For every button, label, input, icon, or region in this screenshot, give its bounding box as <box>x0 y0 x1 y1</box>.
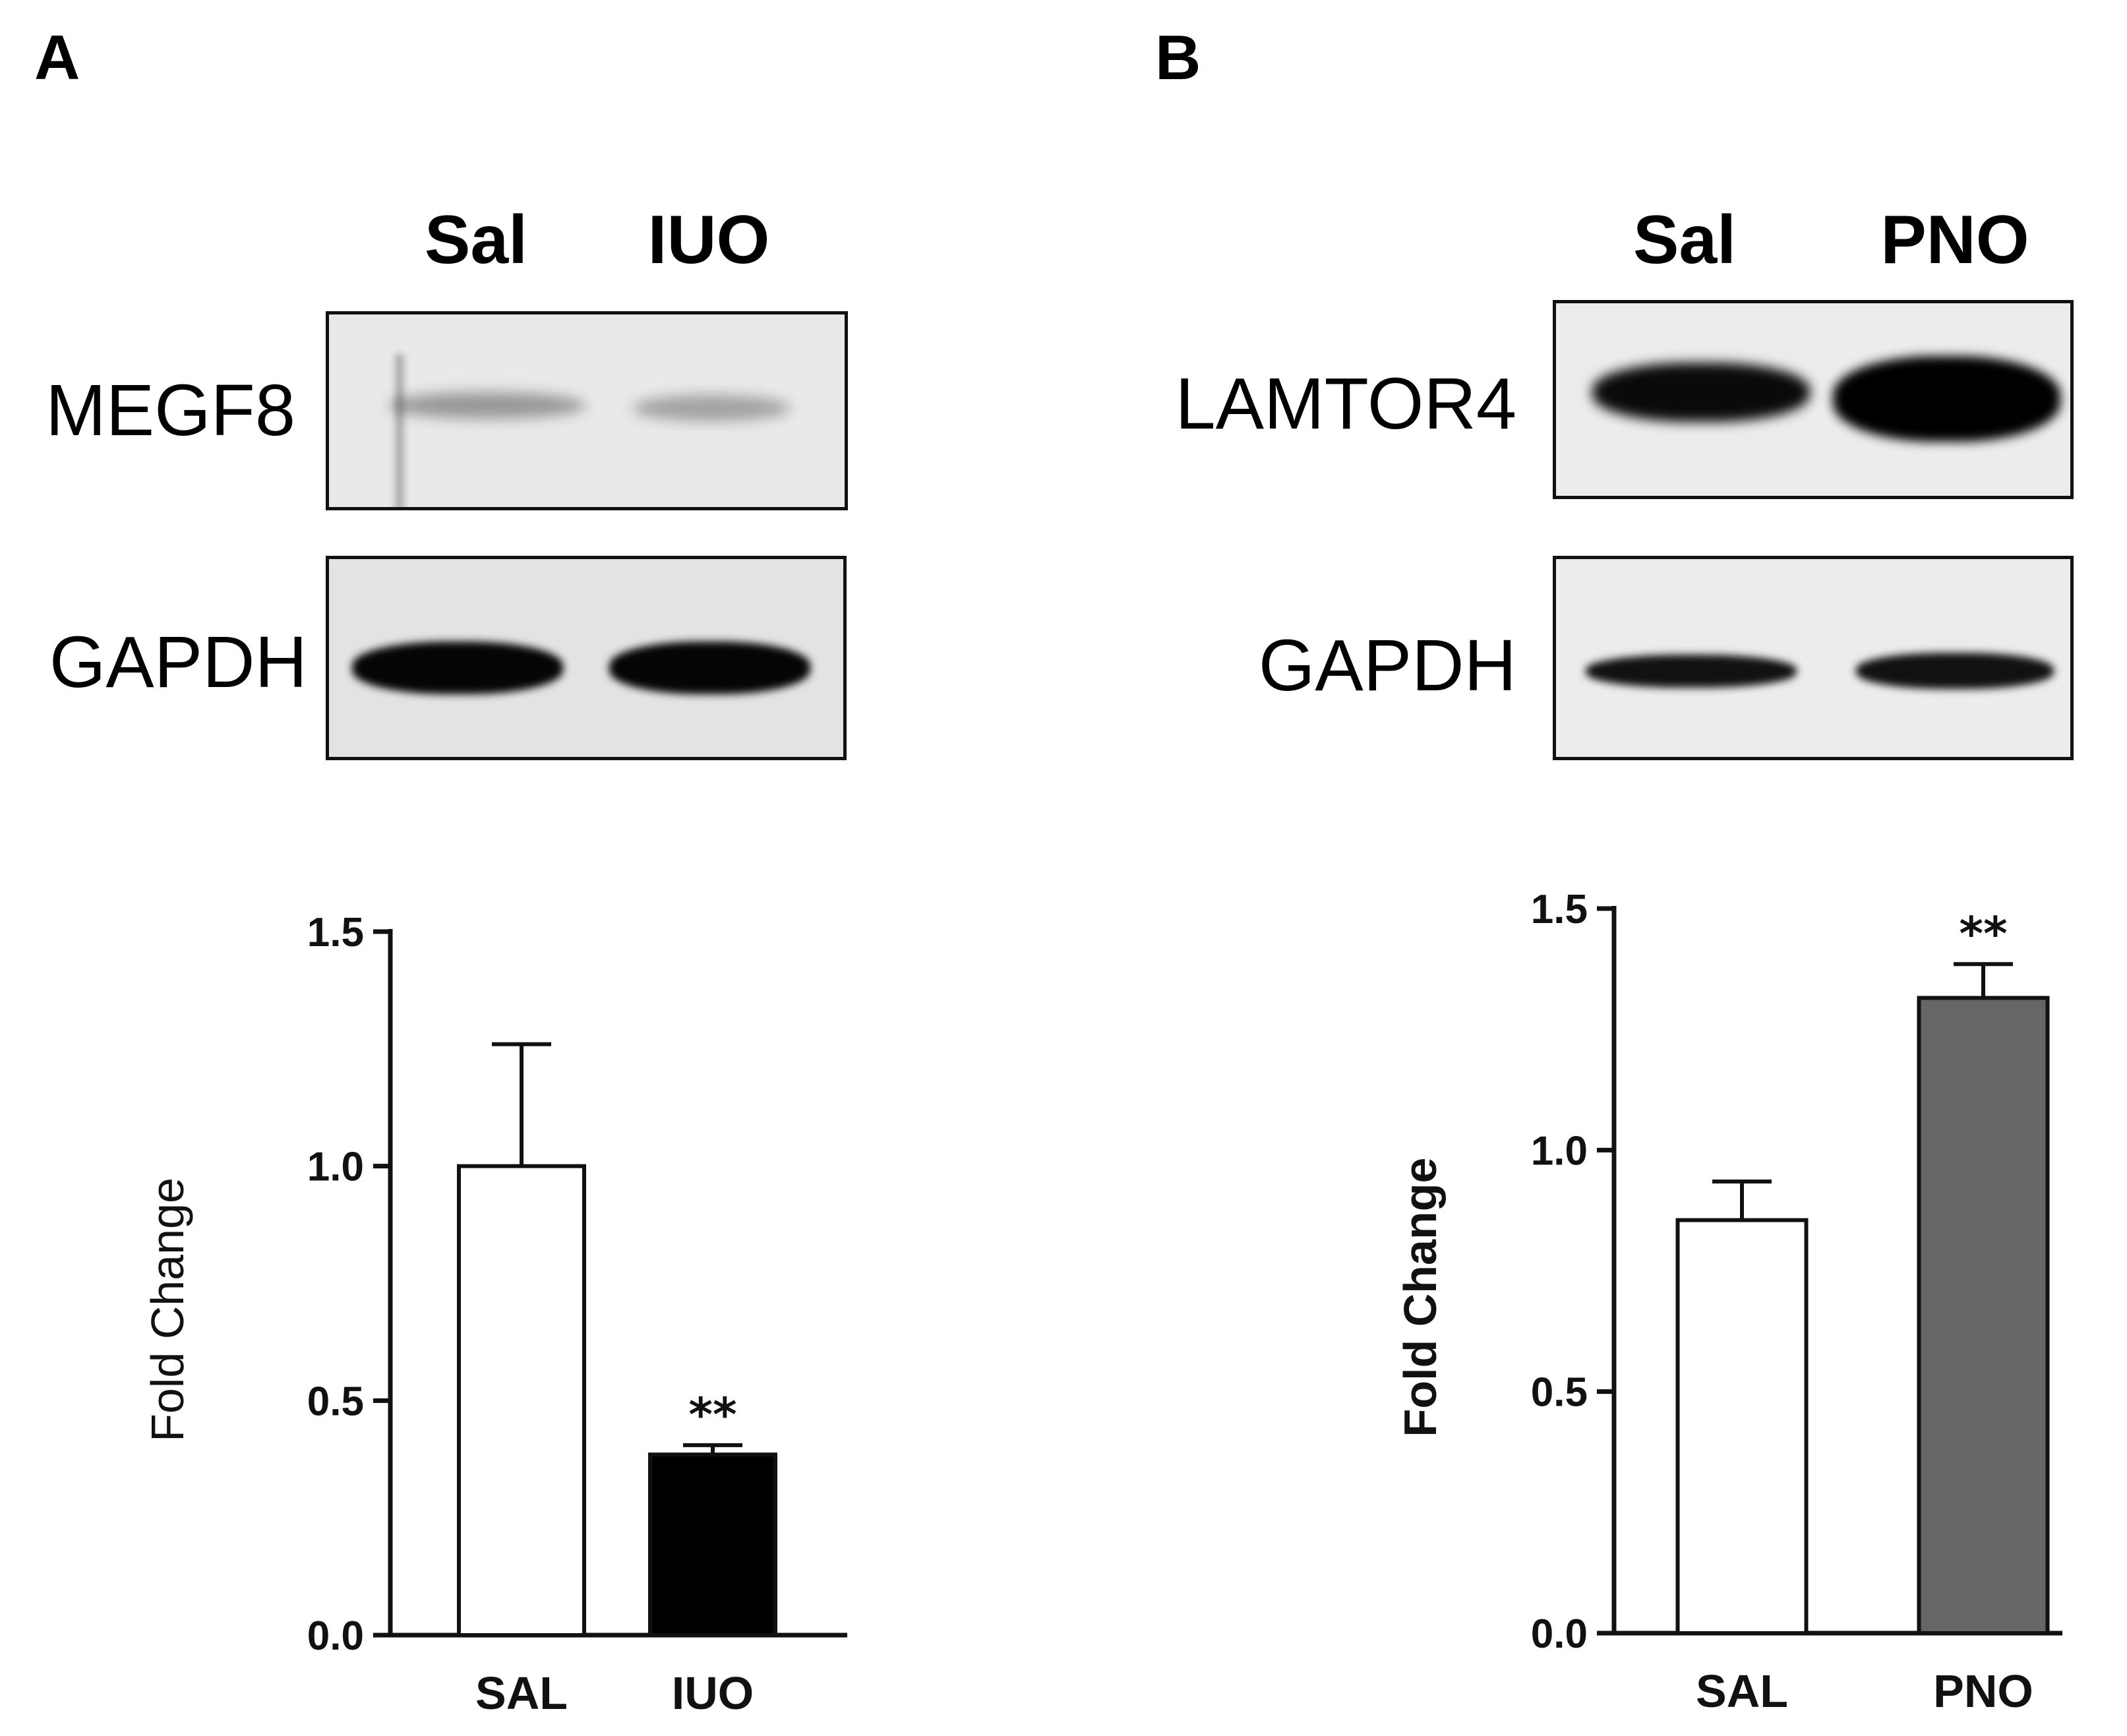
panel-b-letter: B <box>1155 22 1201 93</box>
panel-b-bar-chart: 0.0 0.5 1.0 1.5 Fold Change SAL PNO ** <box>1394 887 2062 1717</box>
chart-b-significance-marker: ** <box>1959 907 2007 961</box>
panel-b-blot-2-label: GAPDH <box>1258 625 1516 706</box>
panel-b-lamtor4-band-sal <box>1592 363 1810 422</box>
panel-a-letter: A <box>34 22 80 93</box>
chart-a-y-tick-label: 0.0 <box>307 1613 364 1659</box>
chart-b-y-axis-label: Fold Change <box>1394 1158 1446 1437</box>
panel-a-megf8-streak <box>395 354 404 507</box>
panel-a-lane-2-label: IUO <box>647 202 770 278</box>
panel-a-lane-1-label: Sal <box>424 202 528 278</box>
chart-a-bar-sal <box>457 1164 586 1637</box>
panel-b-lamtor4-blot <box>1553 300 2074 499</box>
chart-b-y-tick-label: 0.5 <box>1531 1370 1588 1416</box>
panel-b-gapdh-band-pno <box>1856 653 2054 689</box>
chart-a-y-tick-label: 1.5 <box>307 910 364 955</box>
panel-a-gapdh-blot <box>326 556 847 760</box>
panel-b-gapdh-band-sal <box>1586 655 1797 688</box>
chart-b-bar-sal <box>1675 1218 1809 1635</box>
panel-a-gapdh-band-sal <box>352 642 563 694</box>
chart-b-y-tick-label: 0.0 <box>1531 1611 1588 1657</box>
panel-b-lane-1-label: Sal <box>1633 202 1737 278</box>
panel-a-megf8-blot <box>326 311 848 510</box>
panel-a-gapdh-band-iuo <box>609 642 810 694</box>
chart-a-x-tick-label: SAL <box>475 1667 568 1719</box>
chart-a-bar-iuo <box>648 1452 777 1638</box>
chart-b-bar-pno <box>1917 996 2050 1635</box>
chart-a-y-tick-label: 1.0 <box>307 1145 364 1190</box>
panel-a-blot-2-label: GAPDH <box>49 622 307 703</box>
panel-b-lane-2-label: PNO <box>1880 202 2029 278</box>
chart-b-x-tick-label: SAL <box>1696 1665 1788 1717</box>
chart-b-y-tick-label: 1.5 <box>1531 887 1588 932</box>
chart-a-significance-marker: ** <box>688 1388 736 1442</box>
panel-a-megf8-band-iuo <box>632 395 791 421</box>
chart-a-x-tick-label: IUO <box>672 1667 754 1719</box>
panel-a-bar-chart: 0.0 0.5 1.0 1.5 Fold Change SAL IUO ** <box>142 910 847 1719</box>
chart-a-y-tick-label: 0.5 <box>307 1379 364 1424</box>
panel-b-lamtor4-band-pno <box>1833 356 2060 442</box>
panel-a-blot-1-label: MEGF8 <box>45 370 295 451</box>
chart-b-y-tick-label: 1.0 <box>1531 1128 1588 1174</box>
panel-b-gapdh-blot <box>1553 556 2074 760</box>
chart-a-y-axis-label: Fold Change <box>142 1178 193 1442</box>
chart-b-x-tick-label: PNO <box>1933 1665 2033 1717</box>
panel-a-megf8-band-sal <box>388 392 586 419</box>
panel-b-blot-1-label: LAMTOR4 <box>1175 363 1516 444</box>
